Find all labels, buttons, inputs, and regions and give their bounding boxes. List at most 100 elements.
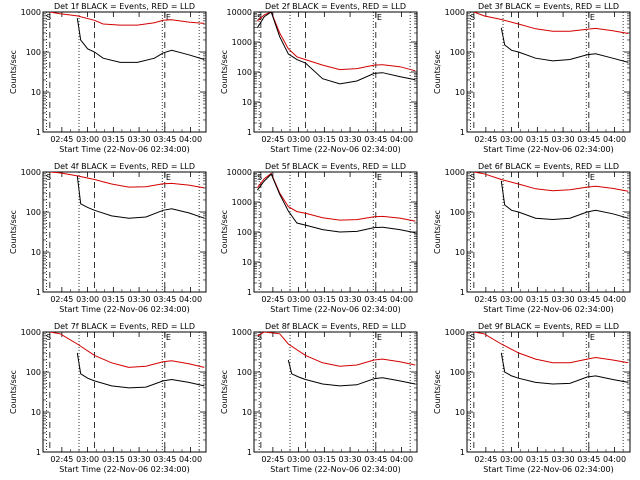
- y-tick-label: 100: [26, 368, 41, 377]
- y-tick-label: 1: [247, 288, 252, 297]
- x-axis-label: Start Time (22-Nov-06 02:34:00): [59, 145, 189, 154]
- x-tick-label: 03:30: [552, 295, 575, 304]
- x-axis-label: Start Time (22-Nov-06 02:34:00): [483, 145, 613, 154]
- x-tick-label: 03:00: [76, 455, 99, 464]
- series-line-lld: [49, 172, 205, 189]
- series-line-events: [287, 359, 416, 387]
- chart-title: Det 8f BLACK = Events, RED = LLD: [265, 322, 406, 331]
- y-tick-label: 1000: [21, 328, 41, 337]
- end-marker-label: E: [590, 173, 595, 182]
- series-line-events: [500, 352, 629, 385]
- y-tick-label: 1: [460, 448, 465, 457]
- x-tick-label: 03:00: [76, 135, 99, 144]
- x-axis-label: Start Time (22-Nov-06 02:34:00): [270, 305, 400, 314]
- y-tick-label: 1: [247, 128, 252, 137]
- x-tick-label: 03:00: [76, 295, 99, 304]
- end-marker-label: E: [377, 333, 382, 342]
- x-tick-label: 03:15: [102, 295, 125, 304]
- x-tick-label: 04:00: [390, 295, 413, 304]
- chart-title: Det 1f BLACK = Events, RED = LLD: [54, 2, 195, 11]
- y-tick-label: 10000: [227, 8, 252, 17]
- plot-frame: [42, 11, 207, 133]
- plot-frame: [253, 331, 418, 453]
- y-tick-label: 10: [31, 248, 41, 257]
- series-line-events: [76, 175, 205, 219]
- y-tick-label: 10: [455, 408, 465, 417]
- chart-title: Det 9f BLACK = Events, RED = LLD: [478, 322, 619, 331]
- start-marker-label: S: [470, 13, 475, 22]
- x-tick-label: 03:30: [339, 295, 362, 304]
- y-tick-label: 1000: [445, 8, 465, 17]
- x-tick-label: 03:30: [128, 455, 151, 464]
- x-tick-label: 02:45: [474, 295, 497, 304]
- x-tick-label: 03:00: [287, 455, 310, 464]
- y-axis-label: Counts/sec: [220, 210, 229, 254]
- x-tick-label: 03:15: [313, 135, 336, 144]
- y-tick-label: 10000: [227, 168, 252, 177]
- chart-title: Det 7f BLACK = Events, RED = LLD: [54, 322, 195, 331]
- x-tick-label: 02:45: [50, 455, 73, 464]
- x-tick-label: 03:00: [500, 135, 523, 144]
- chart-panel-6: Det 6f BLACK = Events, RED = LLD 1 10 100 10…: [433, 162, 631, 314]
- chart-title: Det 5f BLACK = Events, RED = LLD: [265, 162, 406, 171]
- x-tick-label: 03:45: [153, 135, 176, 144]
- x-tick-label: 03:45: [364, 455, 387, 464]
- y-tick-label: 100: [450, 208, 465, 217]
- chart-title: Det 4f BLACK = Events, RED = LLD: [54, 162, 195, 171]
- series-line-lld: [473, 172, 629, 192]
- x-tick-label: 03:30: [339, 135, 362, 144]
- chart-panel-9: Det 9f BLACK = Events, RED = LLD 1 10 100 10…: [433, 322, 631, 474]
- x-tick-label: 02:45: [261, 135, 284, 144]
- plot-frame: [466, 171, 631, 293]
- x-tick-label: 03:45: [577, 455, 600, 464]
- x-tick-label: 03:45: [364, 135, 387, 144]
- y-tick-label: 100: [26, 208, 41, 217]
- y-tick-label: 10: [31, 408, 41, 417]
- y-axis-label: Counts/sec: [433, 50, 442, 94]
- end-marker-label: E: [166, 173, 171, 182]
- chart-panel-2: Det 2f BLACK = Events, RED = LLD 1 10 100 10…: [220, 2, 418, 154]
- x-tick-label: 03:00: [500, 295, 523, 304]
- series-line-events: [257, 173, 416, 234]
- x-tick-label: 03:45: [153, 295, 176, 304]
- x-tick-label: 03:00: [287, 295, 310, 304]
- series-line-lld: [473, 12, 629, 34]
- y-tick-label: 1000: [445, 328, 465, 337]
- x-tick-label: 03:45: [577, 295, 600, 304]
- series-line-lld: [473, 332, 629, 364]
- y-tick-label: 100: [237, 368, 252, 377]
- y-tick-label: 1: [36, 128, 41, 137]
- chart-panel-7: Det 7f BLACK = Events, RED = LLD 1 10 100 10…: [9, 322, 207, 474]
- y-tick-label: 100: [26, 48, 41, 57]
- x-tick-label: 03:45: [577, 135, 600, 144]
- y-tick-label: 10: [31, 88, 41, 97]
- start-marker-label: S: [257, 13, 262, 22]
- plot-frame: [42, 331, 207, 453]
- x-tick-label: 02:45: [474, 135, 497, 144]
- x-tick-label: 03:30: [128, 295, 151, 304]
- y-tick-label: 1000: [232, 198, 252, 207]
- y-tick-label: 1: [460, 128, 465, 137]
- chart-panel-3: Det 3f BLACK = Events, RED = LLD 1 10 100 10…: [433, 2, 631, 154]
- y-tick-label: 100: [450, 368, 465, 377]
- y-tick-label: 1: [247, 448, 252, 457]
- x-axis-label: Start Time (22-Nov-06 02:34:00): [270, 465, 400, 474]
- x-tick-label: 03:45: [364, 295, 387, 304]
- y-tick-label: 1000: [445, 168, 465, 177]
- chart-title: Det 2f BLACK = Events, RED = LLD: [265, 2, 406, 11]
- y-tick-label: 1000: [21, 8, 41, 17]
- x-tick-label: 03:30: [552, 455, 575, 464]
- chart-panel-8: Det 8f BLACK = Events, RED = LLD 1 10 100 10…: [220, 322, 418, 474]
- y-axis-label: Counts/sec: [433, 210, 442, 254]
- x-tick-label: 03:00: [500, 455, 523, 464]
- y-tick-label: 10: [242, 98, 252, 107]
- chart-panel-5: Det 5f BLACK = Events, RED = LLD 1 10 100 10…: [220, 162, 418, 314]
- y-tick-label: 100: [237, 68, 252, 77]
- x-tick-label: 03:15: [526, 135, 549, 144]
- chart-panel-4: Det 4f BLACK = Events, RED = LLD 1 10 100 10…: [9, 162, 207, 314]
- x-tick-label: 04:00: [390, 455, 413, 464]
- y-axis-label: Counts/sec: [220, 370, 229, 414]
- y-tick-label: 100: [450, 48, 465, 57]
- y-axis-label: Counts/sec: [9, 210, 18, 254]
- x-tick-label: 02:45: [474, 455, 497, 464]
